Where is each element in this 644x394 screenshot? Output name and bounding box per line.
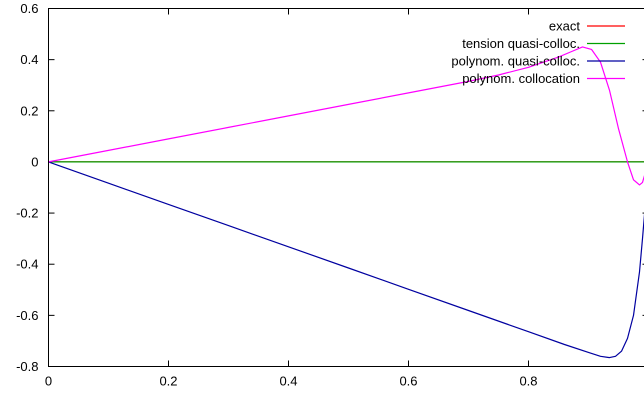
- series-layer: [48, 46, 644, 359]
- legend: exact tension quasi-colloc. polynom. quasi…: [451, 19, 625, 86]
- ticks-layer: 0 0.2 0.4 0.6 0.8 0.6 0.4 0.2 0 -0.2 -0.4 -0.6 -0.8: [16, 1, 644, 389]
- legend-label: tension quasi-colloc.: [462, 36, 580, 51]
- x-tick-label: 0.2: [159, 374, 177, 389]
- series-line-3: [48, 161, 644, 359]
- x-tick-label: 0.8: [519, 374, 537, 389]
- y-tick-label: -0.8: [16, 359, 38, 374]
- x-tick-label: 0.6: [399, 374, 417, 389]
- series-line-4: [48, 46, 644, 186]
- y-tick-label: -0.2: [16, 206, 38, 221]
- x-tick-label: 0.4: [279, 374, 297, 389]
- y-tick-label: 0.6: [20, 1, 38, 16]
- legend-label: exact: [549, 19, 580, 34]
- plot-frame: [48, 8, 644, 367]
- y-tick-label: 0.2: [20, 103, 38, 118]
- y-tick-label: 0.4: [20, 52, 38, 67]
- y-tick-label: -0.6: [16, 308, 38, 323]
- legend-label: polynom. collocation: [462, 71, 580, 86]
- y-tick-label: 0: [31, 154, 38, 169]
- x-tick-label: 0: [45, 374, 52, 389]
- y-tick-label: -0.4: [16, 257, 38, 272]
- legend-label: polynom. quasi-colloc.: [451, 54, 580, 69]
